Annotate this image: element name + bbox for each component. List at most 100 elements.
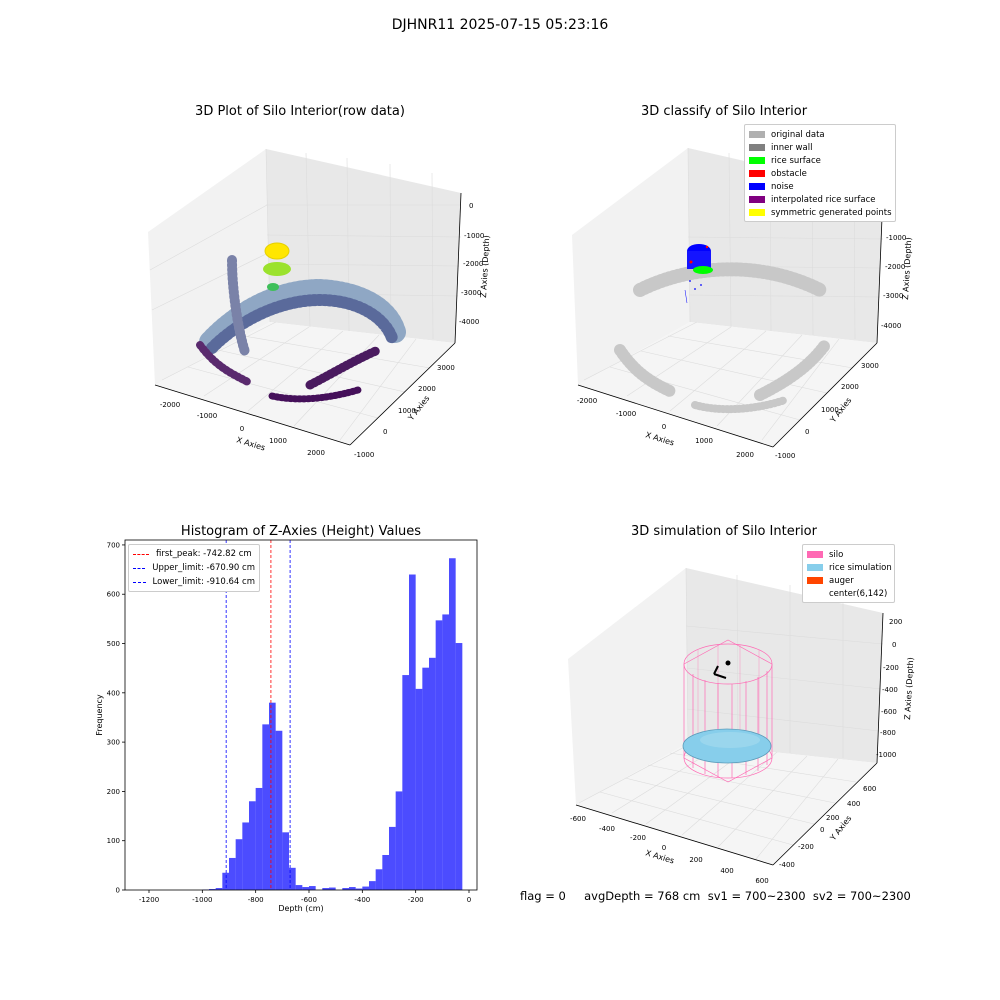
- legend-item: noise: [749, 180, 891, 193]
- legend-line: [133, 581, 146, 583]
- histogram-bar: [455, 643, 463, 890]
- histogram-bar: [262, 724, 269, 890]
- legend-swatch: [749, 196, 765, 203]
- legend-label: Lower_limit: -910.64 cm: [152, 577, 255, 587]
- raw-z-label: Z Axies (Depth): [479, 235, 491, 298]
- histogram-frame: [124, 539, 478, 891]
- histogram-bar: [375, 869, 383, 890]
- tick-label: 400: [847, 800, 860, 808]
- histogram-bar: [209, 889, 216, 890]
- auger-marker: [713, 665, 727, 679]
- tick-label: -200: [630, 834, 646, 842]
- tick-label: 0: [383, 428, 387, 436]
- histogram-bar: [302, 887, 309, 890]
- histogram-y-label: Frequency: [95, 694, 104, 736]
- tick-label: 600: [755, 877, 768, 885]
- histogram-bar: [255, 787, 263, 890]
- raw-top-points: [263, 242, 291, 291]
- histogram-bar: [282, 832, 289, 890]
- histogram-bar: [449, 558, 456, 890]
- tick-label: -200: [883, 664, 899, 672]
- y-tick-label: 100: [107, 837, 120, 845]
- tick-label: 1000: [398, 407, 416, 415]
- y-tick-label: 300: [107, 739, 120, 747]
- rice-simulation-top: [700, 732, 760, 748]
- histogram-bar: [369, 881, 376, 890]
- legend-label: symmetric generated points: [771, 207, 892, 218]
- legend-line: [133, 553, 149, 555]
- histogram-bar: [362, 886, 369, 890]
- legend-label: first_peak: -742.82 cm: [156, 549, 252, 559]
- figure-title: DJHNR11 2025-07-15 05:23:16: [391, 17, 609, 33]
- tick-label: 0: [820, 826, 824, 834]
- legend-item: original data: [749, 128, 891, 141]
- tick-label: 0: [662, 844, 666, 852]
- tick-label: 200: [689, 856, 702, 864]
- legend-item: obstacle: [749, 167, 891, 180]
- histogram-bar: [442, 614, 449, 890]
- tick-label: -600: [881, 708, 897, 716]
- y-tick-label: 600: [107, 591, 120, 599]
- legend-label: noise: [771, 181, 794, 192]
- histogram-bar: [229, 857, 236, 890]
- histogram-x-ticks: -1200 -1000 -800 -600 -400 -200 0: [139, 890, 471, 904]
- histogram-bar: [289, 867, 296, 890]
- tick-label: 0: [662, 423, 666, 431]
- legend-label: obstacle: [771, 168, 807, 179]
- histogram-bar: [395, 791, 403, 890]
- x-tick-label: -1200: [139, 896, 159, 904]
- histogram-bar: [349, 887, 356, 890]
- legend-swatch: [807, 564, 823, 571]
- legend-item: rice simulation: [807, 561, 892, 574]
- raw-z-ticks: 0 -1000 -2000 -3000 -4000: [459, 202, 484, 326]
- legend-item: center(6,142): [807, 587, 890, 600]
- tick-label: -2000: [577, 397, 597, 405]
- tick-label: -1000: [616, 410, 636, 418]
- legend-label: silo: [829, 549, 844, 560]
- tick-label: -400: [779, 861, 795, 869]
- simulation-legend: silo rice simulation auger center(6,142): [802, 544, 895, 603]
- tick-label: -800: [880, 729, 896, 737]
- y-tick-label: 500: [107, 640, 120, 648]
- raw-y-ticks: -1000 0 1000 2000 3000: [354, 364, 455, 459]
- histogram-reference-lines: [225, 540, 291, 890]
- classify-legend: original data inner wall rice surface ob…: [744, 124, 896, 222]
- legend-label: rice simulation: [829, 562, 892, 573]
- histogram-title: Histogram of Z-Axies (Height) Values: [180, 524, 422, 539]
- legend-label: original data: [771, 129, 825, 140]
- histogram-bar: [309, 886, 316, 890]
- histogram-bar: [422, 667, 429, 890]
- classify-3d-plot: -2000 -1000 0 1000 2000 X Axies -1000 0 …: [572, 147, 913, 460]
- x-tick-label: -400: [354, 896, 370, 904]
- raw-x-label: X Axies: [235, 435, 266, 452]
- center-marker: [725, 660, 731, 666]
- raw-x-ticks: -2000 -1000 0 1000 2000: [160, 401, 325, 457]
- classify-original-points: [614, 262, 831, 414]
- tick-label: 1000: [269, 437, 287, 445]
- tick-label: 1000: [821, 406, 839, 414]
- tick-label: 1000: [695, 437, 713, 445]
- simulation-3d-plot: -600 -400 -200 0 200 400 600 X Axies -40…: [568, 567, 915, 885]
- tick-label: 0: [892, 641, 896, 649]
- tick-label: -1000: [354, 451, 374, 459]
- tick-label: -2000: [160, 401, 180, 409]
- tick-label: 0: [805, 428, 809, 436]
- legend-swatch: [807, 551, 823, 558]
- histogram-x-label: Depth (cm): [278, 904, 323, 913]
- tick-label: -4000: [881, 322, 901, 330]
- histogram-legend: first_peak: -742.82 cm Upper_limit: -670…: [128, 544, 260, 592]
- raw-3d-axes: [154, 192, 462, 446]
- tick-label: 200: [826, 814, 839, 822]
- legend-item: silo: [807, 548, 890, 561]
- legend-swatch: [749, 183, 765, 190]
- legend-swatch: [749, 170, 765, 177]
- legend-label: Upper_limit: -670.90 cm: [152, 563, 255, 573]
- tick-label: -600: [570, 815, 586, 823]
- legend-swatch: [749, 144, 765, 151]
- histogram-bars: [202, 558, 463, 890]
- histogram-bar: [429, 657, 436, 890]
- tick-label: 600: [863, 785, 876, 793]
- tick-label: 200: [889, 618, 902, 626]
- tick-label: -3000: [883, 292, 903, 300]
- tick-label: 2000: [418, 385, 436, 393]
